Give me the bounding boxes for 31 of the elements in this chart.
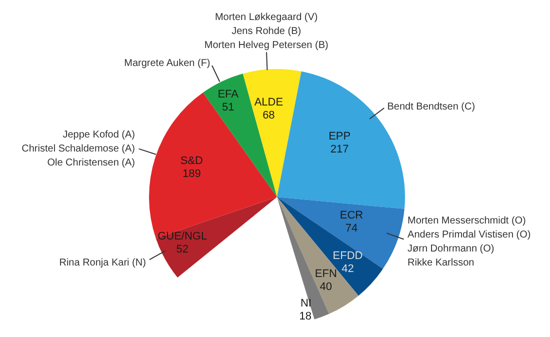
text: Margrete Auken (F) xyxy=(124,58,210,69)
data-label: 217 xyxy=(330,143,349,156)
text: Christel Schaldemose (A) xyxy=(22,144,136,155)
text: Jørn Dohrmann (O) xyxy=(408,244,494,255)
text: Morten Løkkegaard (V) xyxy=(214,12,318,24)
data-label: 52 xyxy=(176,243,188,256)
slice-label: NI xyxy=(300,297,312,310)
text: Bendt Bendtsen (C) xyxy=(387,102,476,113)
slice-label: ECR xyxy=(340,210,364,222)
text: Rikke Karlsson xyxy=(408,258,474,269)
data-label: 74 xyxy=(345,222,358,235)
text: Anders Primdal Vistisen (O) xyxy=(408,230,531,241)
slice-label: EFDD xyxy=(332,250,363,262)
data-label: 40 xyxy=(320,281,332,294)
text: Morten Messerschmidt (O) xyxy=(408,216,526,227)
text: Rina Ronja Kari (N) xyxy=(59,258,146,269)
slice-label: GUE/NGL xyxy=(158,230,208,242)
slice-label: ALDE xyxy=(254,96,284,109)
data-label: 42 xyxy=(342,262,354,275)
slice-label: EFN xyxy=(314,268,337,280)
slice-label: EFA xyxy=(218,88,240,100)
text: Morten Helveg Petersen (B) xyxy=(204,40,328,52)
data-label: 18 xyxy=(299,310,312,322)
data-label: 68 xyxy=(262,110,275,122)
data-label: 189 xyxy=(182,168,201,180)
text: Ole Christensen (A) xyxy=(47,158,136,169)
slice-label: S&D xyxy=(180,154,203,167)
slice-label: EPP xyxy=(328,130,351,142)
text: Jens Rohde (B) xyxy=(232,26,302,38)
data-label: 51 xyxy=(222,101,234,114)
text: Jeppe Kofod (A) xyxy=(62,130,136,141)
